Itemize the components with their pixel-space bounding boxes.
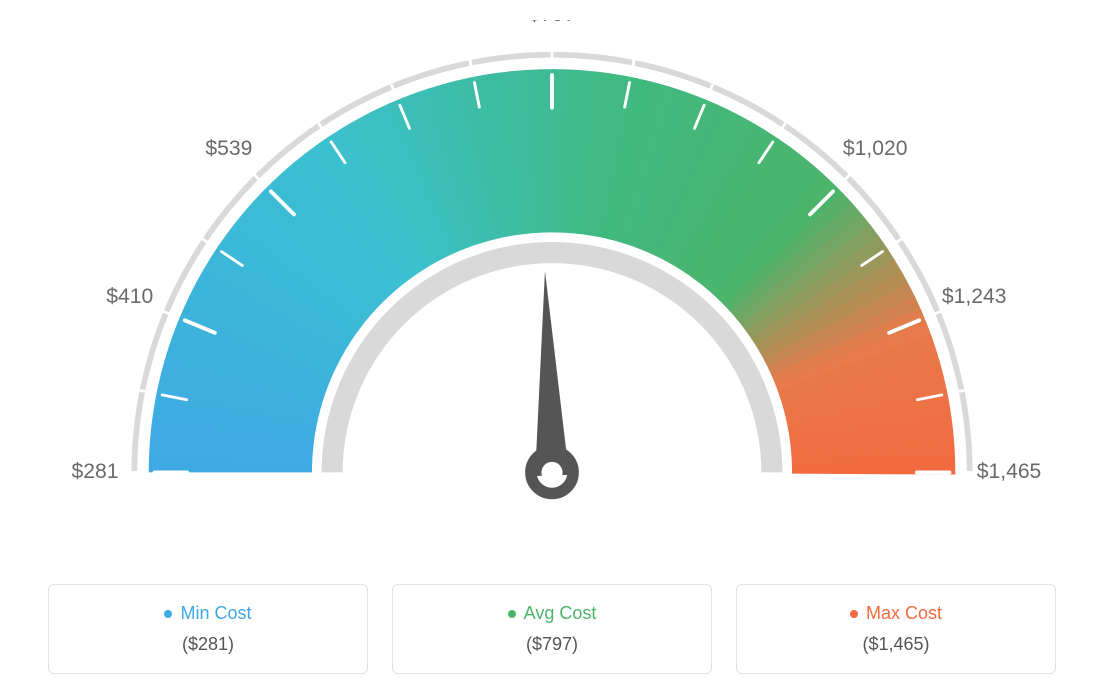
outer-ring-notch [140, 390, 146, 391]
legend-max-label: Max Cost [737, 603, 1055, 624]
legend-row: Min Cost ($281) Avg Cost ($797) Max Cost… [20, 584, 1084, 674]
gauge-tick-label: $1,465 [977, 460, 1042, 483]
gauge-tick-label: $281 [71, 460, 118, 483]
needle-hub-inner [541, 462, 562, 483]
legend-min-label: Min Cost [49, 603, 367, 624]
gauge-needle [535, 271, 569, 476]
outer-ring-notch [163, 311, 168, 313]
outer-ring-notch [935, 311, 940, 313]
outer-ring-notch [959, 390, 965, 391]
outer-ring-notch [711, 84, 713, 89]
legend-min-card: Min Cost ($281) [48, 584, 368, 674]
gauge-tick-label: $797 [529, 20, 576, 26]
gauge-tick-label: $1,020 [843, 137, 908, 160]
legend-max-value: ($1,465) [737, 634, 1055, 655]
legend-min-value: ($281) [49, 634, 367, 655]
gauge-svg: $281 $410 $539 $797 $1,020 $1,243 $1,465 [22, 20, 1082, 560]
outer-ring-notch [470, 60, 471, 66]
gauge-chart: $281 $410 $539 $797 $1,020 $1,243 $1,465 [20, 20, 1084, 560]
gauge-tick-label: $539 [205, 137, 252, 160]
outer-ring-notch [633, 60, 634, 66]
legend-avg-card: Avg Cost ($797) [392, 584, 712, 674]
gauge-tick-label: $410 [106, 285, 153, 308]
outer-ring-notch [391, 84, 393, 89]
legend-avg-value: ($797) [393, 634, 711, 655]
legend-max-card: Max Cost ($1,465) [736, 584, 1056, 674]
legend-avg-label: Avg Cost [393, 603, 711, 624]
gauge-tick-label: $1,243 [942, 285, 1007, 308]
